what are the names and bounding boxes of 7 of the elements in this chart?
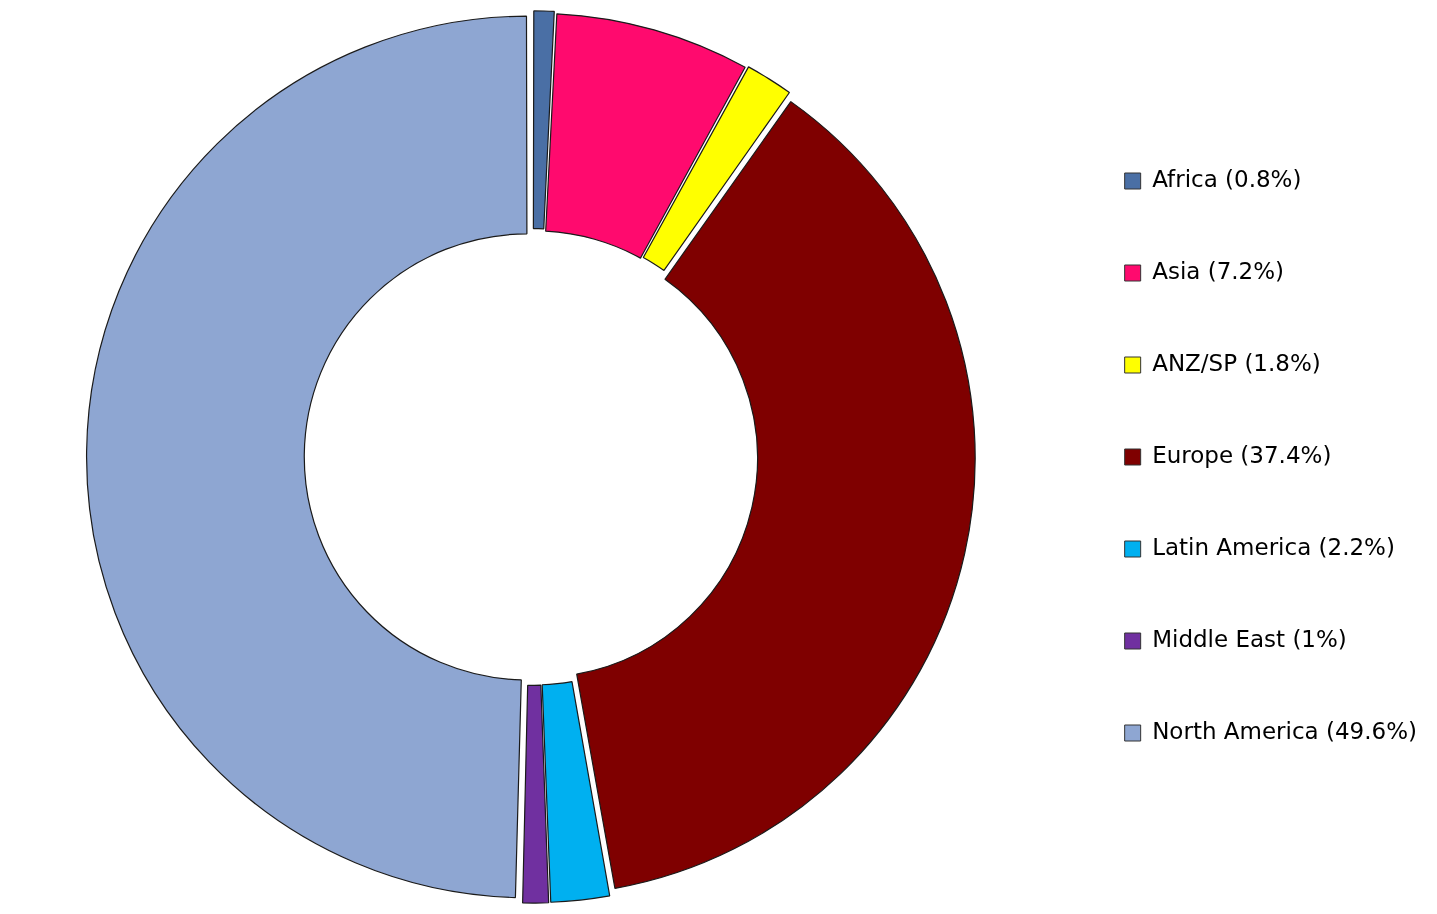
legend-label: Africa (0.8%) bbox=[1152, 165, 1302, 192]
legend-label: Europe (37.4%) bbox=[1152, 441, 1332, 468]
legend-label: Latin America (2.2%) bbox=[1152, 533, 1395, 560]
legend-label: ANZ/SP (1.8%) bbox=[1152, 349, 1321, 376]
legend-label: Middle East (1%) bbox=[1152, 625, 1347, 652]
legend-label: Asia (7.2%) bbox=[1152, 257, 1285, 284]
legend-label: North America (49.6%) bbox=[1152, 717, 1418, 744]
